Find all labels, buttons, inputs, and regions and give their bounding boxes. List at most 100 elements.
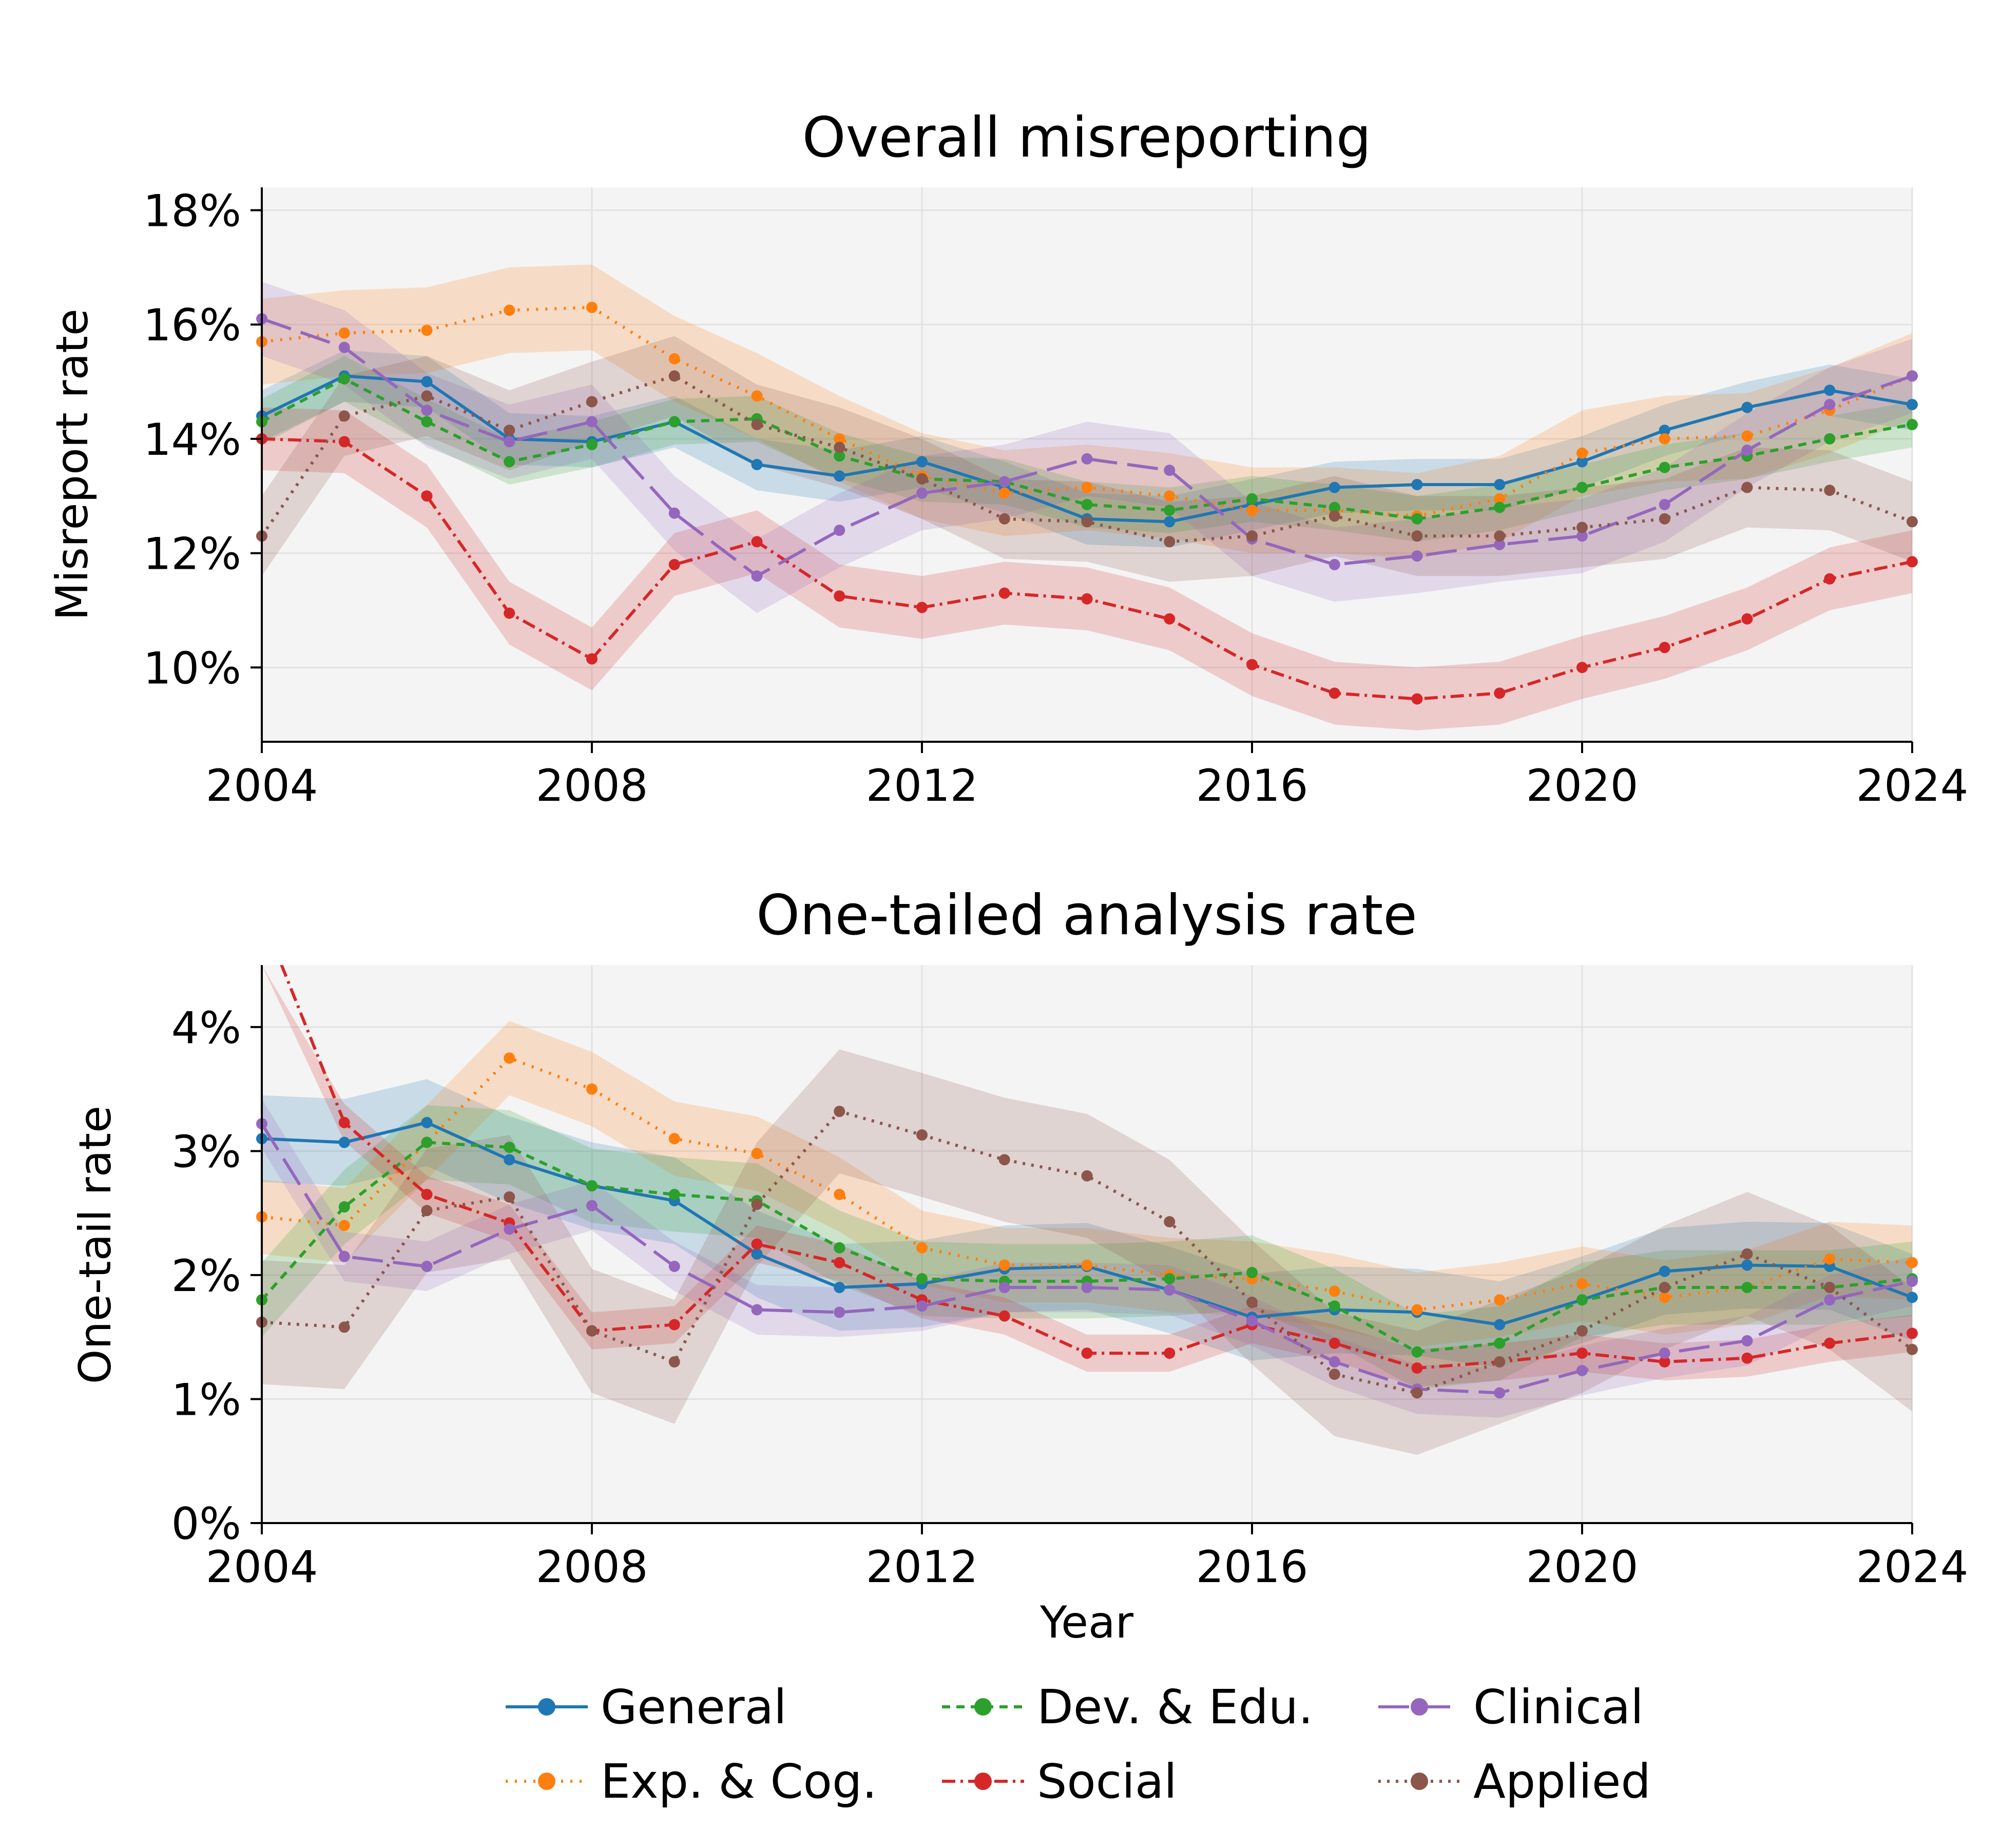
point-exp-cog bbox=[1494, 1294, 1506, 1306]
point-exp-cog bbox=[1659, 433, 1670, 445]
point-dev-edu bbox=[1411, 513, 1423, 525]
point-exp-cog bbox=[586, 1083, 598, 1095]
line-dev-edu bbox=[260, 1141, 1913, 1354]
line-exp-cog bbox=[261, 305, 1913, 518]
point-dev-edu bbox=[916, 1273, 928, 1285]
y-tick-label: 3% bbox=[171, 1126, 241, 1178]
point-social bbox=[1081, 593, 1093, 605]
point-exp-cog bbox=[1824, 1253, 1836, 1265]
point-clinical bbox=[668, 507, 680, 519]
point-general bbox=[1741, 1259, 1753, 1271]
point-applied bbox=[751, 1199, 763, 1210]
series-lines bbox=[256, 965, 1918, 1399]
point-dev-edu bbox=[1576, 1294, 1588, 1306]
point-applied bbox=[1741, 482, 1753, 493]
point-social bbox=[668, 559, 680, 570]
point-clinical bbox=[1907, 1275, 1918, 1287]
legend-item-clinical: Clinical bbox=[1378, 1680, 1644, 1735]
y-tick-label: 1% bbox=[171, 1374, 241, 1426]
x-tick-label: 2004 bbox=[206, 760, 318, 812]
x-tick-label: 2004 bbox=[206, 1542, 318, 1593]
band-applied bbox=[262, 1049, 1912, 1455]
point-social bbox=[1907, 1327, 1918, 1339]
legend-marker bbox=[974, 1698, 992, 1716]
point-applied bbox=[1576, 522, 1588, 533]
point-clinical bbox=[1081, 453, 1093, 465]
point-dev-edu bbox=[338, 1201, 350, 1213]
point-social bbox=[1659, 642, 1670, 653]
plot-background bbox=[262, 965, 1912, 1523]
point-exp-cog bbox=[1659, 1292, 1670, 1303]
point-clinical bbox=[998, 1282, 1010, 1294]
point-dev-edu bbox=[1164, 1273, 1176, 1285]
legend-item-general: General bbox=[506, 1680, 787, 1735]
point-dev-edu bbox=[586, 439, 598, 451]
point-exp-cog bbox=[1576, 1278, 1588, 1289]
point-dev-edu bbox=[1329, 502, 1340, 513]
point-clinical bbox=[1741, 1335, 1753, 1346]
point-clinical bbox=[834, 1306, 845, 1318]
point-social bbox=[1494, 687, 1506, 699]
point-general bbox=[751, 1248, 763, 1260]
point-exp-cog bbox=[1246, 505, 1258, 516]
point-exp-cog bbox=[1741, 430, 1753, 442]
point-dev-edu bbox=[1494, 1337, 1506, 1349]
point-social bbox=[1081, 1348, 1093, 1359]
point-clinical bbox=[1824, 1294, 1836, 1306]
ticks: 2004 2008 2012 2016 2020 2024 0% 1% 2% 3% 4% bbox=[171, 1003, 1969, 1593]
y-tick-label: 14% bbox=[143, 414, 241, 466]
legend-label: Applied bbox=[1473, 1754, 1651, 1809]
x-tick-label: 2012 bbox=[866, 760, 978, 812]
chart-title: One-tailed analysis rate bbox=[756, 883, 1417, 948]
band-clinical bbox=[262, 281, 1912, 613]
y-tick-label: 0% bbox=[171, 1498, 241, 1550]
point-general bbox=[1164, 516, 1176, 528]
point-clinical bbox=[1659, 498, 1670, 510]
point-clinical bbox=[1907, 370, 1918, 382]
point-clinical bbox=[916, 1300, 928, 1312]
series-lines bbox=[256, 301, 1918, 705]
ticks: 2004 2008 2012 2016 2020 2024 10% 12% 14% 16% 18% bbox=[143, 186, 1969, 812]
point-applied bbox=[834, 441, 845, 453]
point-dev-edu bbox=[1081, 498, 1093, 510]
point-dev-edu bbox=[504, 1142, 515, 1153]
point-clinical bbox=[338, 1250, 350, 1262]
point-exp-cog bbox=[1329, 1285, 1340, 1297]
point-clinical bbox=[1164, 1284, 1176, 1296]
y-tick-label: 18% bbox=[143, 186, 241, 237]
point-social bbox=[338, 436, 350, 448]
legend-item-social: Social bbox=[942, 1754, 1177, 1809]
point-applied bbox=[834, 1106, 845, 1118]
legend-label: Exp. & Cog. bbox=[601, 1754, 877, 1809]
y-axis-label: Misreport rate bbox=[47, 309, 98, 621]
x-tick-label: 2012 bbox=[866, 1542, 978, 1593]
point-exp-cog bbox=[504, 304, 515, 316]
point-general bbox=[1659, 425, 1670, 436]
point-clinical bbox=[1246, 1315, 1258, 1327]
point-applied bbox=[504, 1191, 515, 1203]
point-exp-cog bbox=[504, 1052, 515, 1064]
point-exp-cog bbox=[834, 1188, 845, 1200]
point-social bbox=[338, 1116, 350, 1128]
point-applied bbox=[998, 513, 1010, 525]
plot-background bbox=[262, 187, 1912, 742]
point-general bbox=[834, 1282, 845, 1294]
point-dev-edu bbox=[1741, 1282, 1753, 1294]
point-clinical bbox=[916, 487, 928, 499]
point-clinical bbox=[998, 476, 1010, 488]
point-applied bbox=[1576, 1325, 1588, 1337]
y-tick-label: 4% bbox=[171, 1003, 241, 1054]
point-social bbox=[834, 1257, 845, 1268]
point-general bbox=[1411, 478, 1423, 490]
point-dev-edu bbox=[1907, 419, 1918, 431]
point-applied bbox=[1824, 485, 1836, 496]
point-exp-cog bbox=[421, 324, 433, 336]
line-dev-edu bbox=[261, 377, 1913, 521]
point-dev-edu bbox=[421, 1137, 433, 1148]
point-applied bbox=[1329, 1369, 1340, 1380]
point-exp-cog bbox=[998, 487, 1010, 499]
legend-marker bbox=[1411, 1698, 1428, 1716]
y-tick-label: 2% bbox=[171, 1250, 241, 1302]
point-dev-edu bbox=[1494, 502, 1506, 513]
point-general bbox=[421, 1116, 433, 1128]
